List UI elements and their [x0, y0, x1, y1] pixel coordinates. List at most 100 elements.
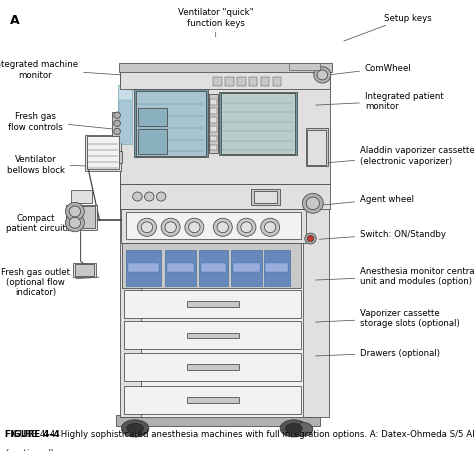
- Circle shape: [189, 222, 200, 233]
- Text: A: A: [9, 14, 19, 28]
- Bar: [237, 78, 246, 87]
- Bar: [210, 100, 217, 106]
- Bar: [124, 386, 301, 414]
- Circle shape: [114, 121, 120, 127]
- Text: Setup keys: Setup keys: [344, 14, 432, 42]
- Circle shape: [114, 129, 120, 135]
- Text: (continued): (continued): [5, 448, 55, 451]
- Circle shape: [69, 207, 81, 217]
- Bar: [118, 101, 131, 143]
- Circle shape: [237, 219, 256, 237]
- Circle shape: [114, 113, 120, 119]
- Ellipse shape: [280, 420, 308, 437]
- Text: Drawers (optional): Drawers (optional): [316, 348, 440, 357]
- Bar: [138, 109, 167, 127]
- Bar: [73, 263, 96, 277]
- Bar: [210, 118, 217, 124]
- Text: Compact
patient circuit: Compact patient circuit: [6, 214, 97, 233]
- Bar: [124, 290, 301, 318]
- Text: ComWheel: ComWheel: [331, 64, 412, 75]
- Bar: [307, 130, 326, 166]
- Bar: [165, 250, 196, 286]
- Circle shape: [264, 222, 276, 233]
- Bar: [251, 189, 280, 205]
- Bar: [124, 322, 301, 350]
- Bar: [71, 190, 92, 204]
- Bar: [199, 250, 228, 286]
- Bar: [289, 64, 320, 71]
- Circle shape: [317, 71, 328, 81]
- Circle shape: [133, 193, 142, 202]
- Bar: [87, 137, 119, 170]
- Bar: [187, 333, 239, 339]
- Bar: [120, 74, 141, 417]
- Bar: [264, 250, 290, 286]
- Bar: [121, 210, 306, 244]
- Bar: [126, 213, 301, 240]
- Circle shape: [137, 219, 156, 237]
- Ellipse shape: [127, 423, 143, 433]
- Bar: [68, 207, 95, 229]
- Circle shape: [261, 219, 280, 237]
- Bar: [265, 264, 288, 273]
- Bar: [167, 264, 194, 273]
- Circle shape: [302, 194, 323, 214]
- Text: Integrated machine
monitor: Integrated machine monitor: [0, 60, 132, 79]
- Circle shape: [185, 219, 204, 237]
- Bar: [210, 145, 217, 151]
- Bar: [210, 127, 217, 133]
- Bar: [120, 72, 330, 90]
- Bar: [85, 135, 121, 171]
- Circle shape: [165, 222, 176, 233]
- Circle shape: [213, 219, 232, 237]
- Ellipse shape: [285, 423, 302, 433]
- Circle shape: [306, 198, 319, 210]
- Bar: [210, 109, 217, 115]
- Bar: [187, 364, 239, 370]
- Bar: [231, 250, 262, 286]
- Bar: [249, 78, 257, 87]
- Bar: [120, 185, 330, 210]
- Bar: [75, 265, 94, 276]
- Bar: [201, 264, 226, 273]
- Bar: [120, 68, 330, 185]
- Bar: [134, 90, 208, 158]
- Bar: [121, 174, 310, 417]
- Circle shape: [65, 214, 84, 232]
- Text: Integrated patient
monitor: Integrated patient monitor: [316, 92, 444, 111]
- Text: Fresh gas
flow controls: Fresh gas flow controls: [8, 112, 120, 131]
- Text: FIGURE 4–4: FIGURE 4–4: [5, 429, 60, 438]
- Circle shape: [314, 68, 331, 84]
- Bar: [306, 129, 328, 167]
- Bar: [261, 78, 269, 87]
- Bar: [118, 64, 332, 73]
- Bar: [187, 301, 239, 307]
- Text: Switch: ON/Standby: Switch: ON/Standby: [319, 229, 446, 240]
- Bar: [219, 92, 297, 156]
- Circle shape: [65, 203, 84, 221]
- Text: Vaporizer cassette
storage slots (optional): Vaporizer cassette storage slots (option…: [316, 308, 460, 327]
- Ellipse shape: [121, 420, 149, 437]
- Bar: [273, 78, 281, 87]
- Bar: [187, 397, 239, 403]
- Bar: [210, 136, 217, 142]
- Circle shape: [305, 234, 316, 244]
- Text: Anesthesia monitor central
unit and modules (option): Anesthesia monitor central unit and modu…: [316, 267, 474, 285]
- Text: Agent wheel: Agent wheel: [319, 195, 414, 206]
- Circle shape: [161, 219, 180, 237]
- Text: Ventilator
bellows block: Ventilator bellows block: [7, 155, 111, 174]
- Bar: [303, 74, 329, 417]
- Ellipse shape: [294, 423, 313, 436]
- Bar: [225, 78, 234, 87]
- Bar: [128, 264, 159, 273]
- Bar: [138, 130, 167, 155]
- Bar: [126, 250, 161, 286]
- Bar: [136, 92, 206, 156]
- Circle shape: [69, 218, 81, 229]
- Text: Fresh gas outlet
(optional flow
indicator): Fresh gas outlet (optional flow indicato…: [1, 267, 99, 297]
- Circle shape: [156, 193, 166, 202]
- Bar: [209, 95, 218, 153]
- Circle shape: [141, 222, 153, 233]
- Bar: [118, 86, 132, 144]
- Bar: [221, 94, 295, 154]
